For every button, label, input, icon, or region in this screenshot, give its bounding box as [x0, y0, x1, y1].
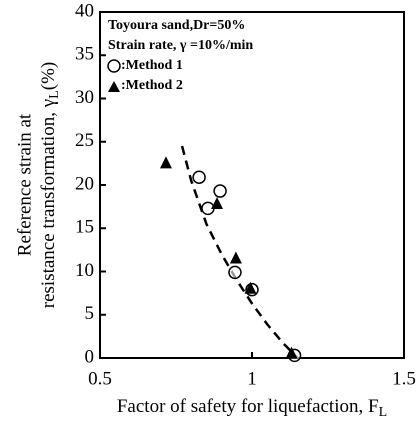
y-label-sub: L [47, 90, 62, 99]
x-label-sub: L [379, 405, 388, 420]
trend-curve [180, 145, 299, 359]
point [211, 197, 224, 210]
point [228, 265, 242, 280]
y-tick-label: 40 [75, 0, 94, 21]
legend-marker [107, 59, 121, 73]
x-tick-label: 1.5 [392, 368, 416, 389]
y-label-tail: (%) [38, 62, 59, 90]
legend-line: Toyoura sand,Dr=50% [108, 18, 245, 33]
y-tick-label: 5 [85, 303, 95, 324]
point [192, 170, 206, 184]
point [229, 251, 242, 264]
y-axis-label: Reference strain at [14, 113, 35, 256]
legend-label: :Method 2 [121, 78, 183, 93]
y-tick-label: 10 [75, 260, 94, 281]
x-axis-label: Factor of safety for liquefaction, FL [117, 396, 387, 420]
point [285, 346, 298, 359]
y-tick-label: 35 [75, 44, 94, 65]
y-tick-label: 30 [75, 87, 94, 108]
y-tick-label: 20 [75, 173, 94, 194]
legend-label: :Method 1 [121, 58, 183, 73]
y-tick-label: 15 [75, 217, 94, 238]
point [213, 184, 227, 198]
y-tick-label: 25 [75, 130, 94, 151]
point [244, 281, 257, 294]
y-tick-label: 0 [85, 346, 95, 367]
legend-marker [108, 81, 120, 92]
x-label-text: Factor of safety for liquefaction, F [117, 396, 379, 417]
x-tick-label: 1 [247, 368, 257, 389]
y-axis-label: resistance transformation, γL(%) [38, 62, 62, 308]
y-label-text: resistance transformation, γ [38, 99, 59, 308]
legend-line: Strain rate, γ =10%/min [108, 38, 253, 53]
point [159, 156, 172, 169]
x-tick-label: 0.5 [88, 368, 112, 389]
